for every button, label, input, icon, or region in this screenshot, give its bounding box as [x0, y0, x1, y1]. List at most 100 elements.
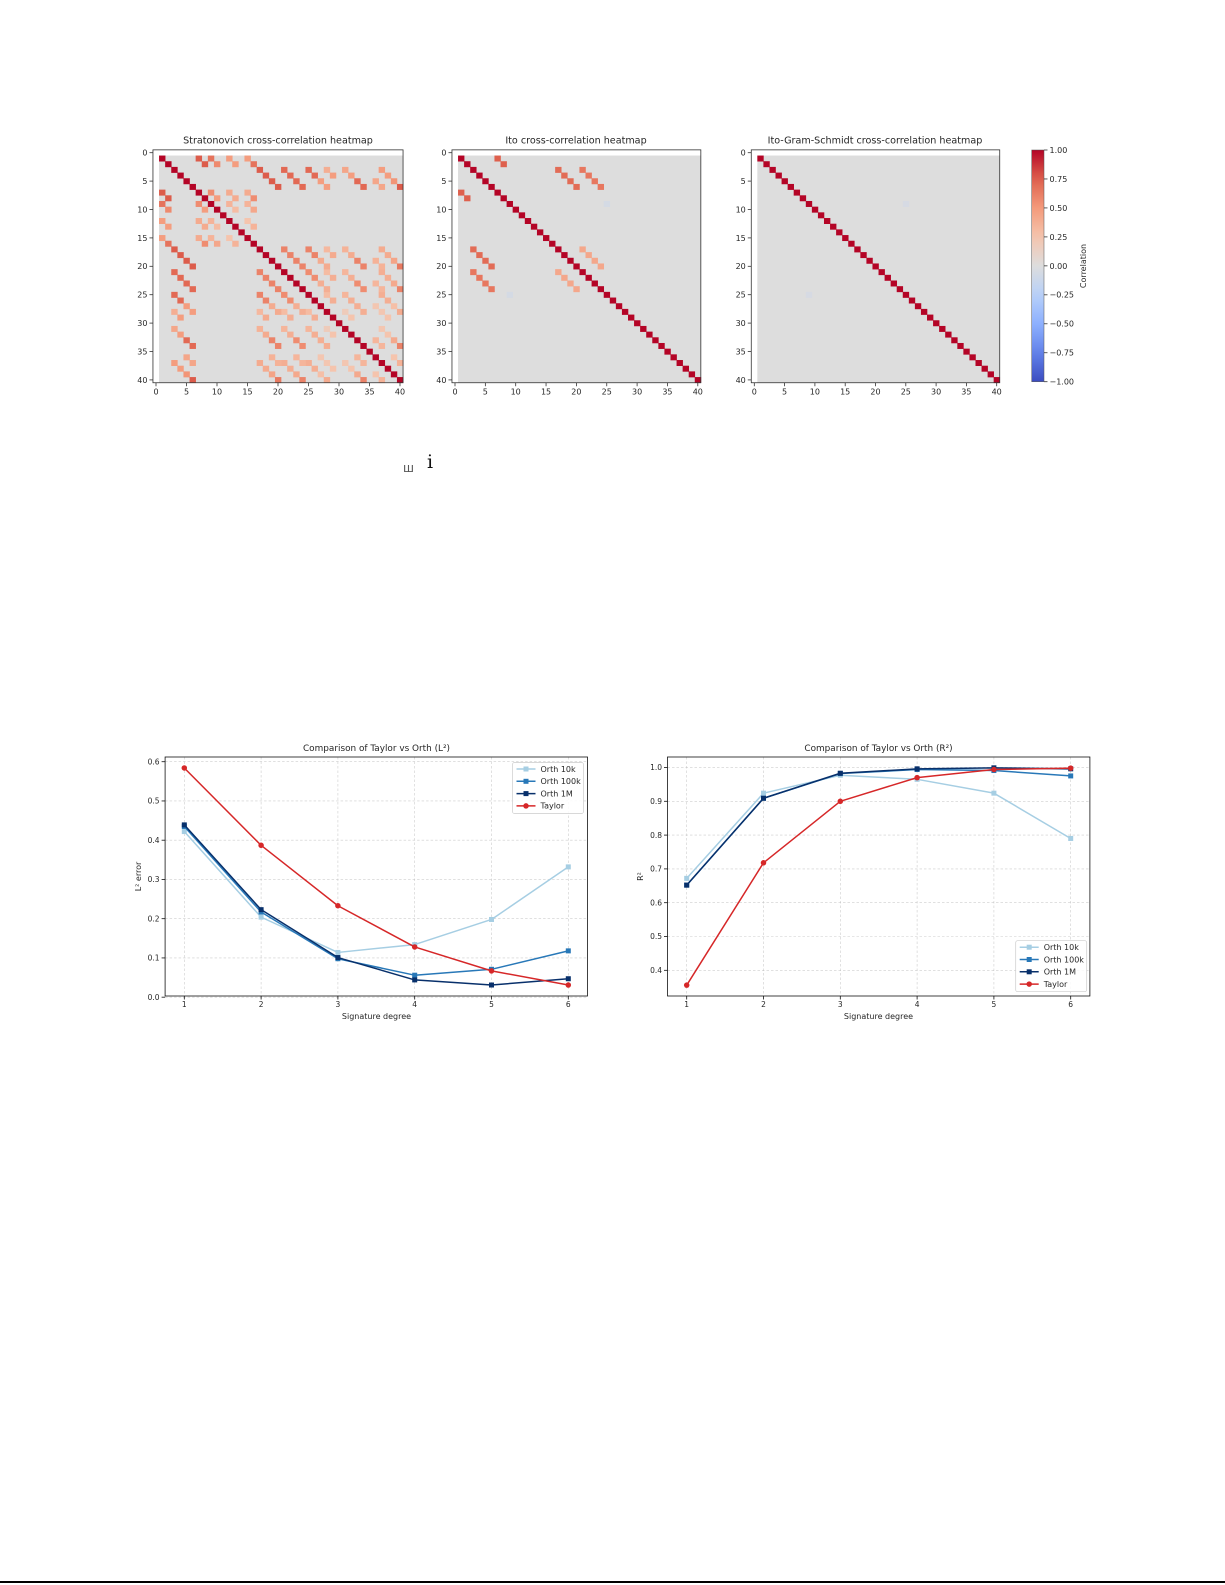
heatmap-cell — [262, 314, 270, 321]
heatmap-cell — [488, 263, 495, 270]
l2-chart-xlabel: Signature degree — [342, 1012, 411, 1021]
heatmap-cell — [323, 269, 331, 276]
square-marker — [258, 914, 264, 920]
heatmap-cell — [250, 240, 257, 247]
heatmap-cell — [384, 172, 392, 179]
heatmap-cell — [348, 331, 355, 338]
x-tick-label: 25 — [303, 388, 313, 397]
x-tick-label: 20 — [870, 388, 880, 397]
heatmap-cell — [232, 206, 239, 213]
heatmap-cell — [549, 240, 556, 247]
heatmap-cell — [384, 252, 392, 259]
heatmap-nan-column — [451, 149, 459, 383]
circle-marker — [411, 944, 418, 950]
heatmap-cell — [262, 297, 270, 304]
legend: Orth 10k Orth 100k Orth 1M Taylor — [512, 762, 584, 814]
heatmap-cell — [536, 229, 544, 236]
heatmap-cell — [287, 314, 294, 321]
heatmap-cell — [390, 337, 398, 344]
square-marker — [684, 875, 690, 881]
heatmap-cell — [299, 286, 306, 293]
colorbar-label: Correlation — [1079, 244, 1088, 288]
heatmap-cell — [317, 354, 325, 361]
r2-chart-ylabel: R² — [636, 872, 645, 881]
heatmap-cell — [500, 161, 507, 168]
heatmap-cell — [256, 166, 264, 173]
stray-letter-i: i — [427, 451, 434, 473]
heatmap-cell — [512, 206, 520, 213]
heatmap-cell — [878, 269, 885, 276]
heatmap-cell — [378, 360, 386, 366]
heatmap-cell — [323, 325, 331, 332]
heatmap-cell — [299, 308, 306, 315]
heatmap-cell — [396, 308, 404, 315]
heatmap-cell — [543, 235, 550, 242]
heatmap-cell — [159, 155, 166, 162]
heatmap-cell — [329, 297, 337, 304]
circle-marker — [258, 842, 264, 849]
heatmap-cell — [494, 189, 501, 196]
heatmap-cell — [378, 263, 386, 270]
heatmap-cell — [268, 354, 276, 361]
heatmap-cell — [317, 303, 325, 310]
heatmap-cell — [488, 183, 495, 190]
heatmap-cell — [585, 252, 592, 259]
heatmap-cell — [384, 274, 392, 281]
l2-chart-ylabel: L² error — [134, 861, 143, 891]
heatmap-cell — [354, 371, 361, 378]
heatmap-cell — [775, 172, 782, 179]
heatmap-cell — [159, 218, 166, 224]
heatmap-cell — [317, 178, 325, 185]
heatmap-cell — [567, 257, 574, 264]
circle-marker — [1067, 765, 1074, 771]
y-tick-label: 0.9 — [650, 797, 662, 806]
heatmap-cell — [299, 360, 306, 366]
y-tick-label: 0.6 — [650, 898, 662, 907]
ito-heatmap: Ito cross-correlation heatmap 0 5 10 15 20 25… — [436, 136, 703, 397]
y-tick-label: 25 — [137, 291, 147, 300]
heatmap-cell — [183, 354, 190, 361]
heatmap-cell — [226, 218, 233, 224]
y-tick-label: 0.0 — [148, 993, 160, 1002]
square-marker — [565, 864, 571, 870]
x-tick-label: 1 — [182, 1000, 187, 1009]
colorbar-tick-label: −0.75 — [1050, 349, 1075, 358]
heatmap-cell — [226, 200, 233, 207]
heatmap-cell — [311, 331, 318, 338]
x-tick-label: 35 — [961, 388, 971, 397]
heatmap-cell — [305, 325, 312, 332]
square-marker — [1026, 957, 1032, 962]
heatmap-cell — [171, 308, 178, 315]
heatmap-cell — [354, 337, 361, 344]
heatmap-cell — [323, 377, 331, 384]
y-tick-label: 40 — [137, 376, 147, 385]
x-tick-label: 6 — [1068, 1000, 1073, 1009]
colorbar-tick-label: 0.25 — [1050, 233, 1068, 242]
heatmap-cell — [506, 200, 513, 207]
heatmap-cell — [360, 377, 367, 384]
r2-chart-title: Comparison of Taylor vs Orth (R²) — [804, 744, 952, 754]
series-line — [183, 825, 569, 976]
heatmap-cell — [872, 263, 879, 270]
heatmap-cell — [603, 200, 611, 207]
heatmap-cell — [189, 308, 196, 315]
heatmap-cell — [854, 246, 861, 253]
y-tick-label: 0 — [142, 149, 147, 158]
stratonovich-heatmap: Stratonovich cross-correlation heatmap 0… — [137, 136, 405, 397]
heatmap-cell — [482, 257, 489, 264]
square-marker — [412, 977, 418, 983]
heatmap-cell — [378, 269, 386, 276]
heatmap-cell — [317, 371, 325, 378]
heatmap-cell — [189, 286, 196, 293]
heatmap-cell — [268, 303, 276, 310]
heatmap-cell — [694, 377, 702, 384]
legend-item: Orth 100k — [1019, 955, 1084, 964]
heatmap-cell — [299, 342, 306, 349]
y-tick-label: 5 — [741, 177, 746, 186]
plot-frame — [164, 756, 588, 997]
heatmap-cell — [476, 274, 483, 281]
heatmap-cell — [159, 200, 166, 207]
legend: Orth 10k Orth 100k Orth 1M Taylor — [1015, 940, 1088, 993]
heatmap-cell — [287, 274, 294, 281]
heatmap-cell — [561, 274, 568, 281]
